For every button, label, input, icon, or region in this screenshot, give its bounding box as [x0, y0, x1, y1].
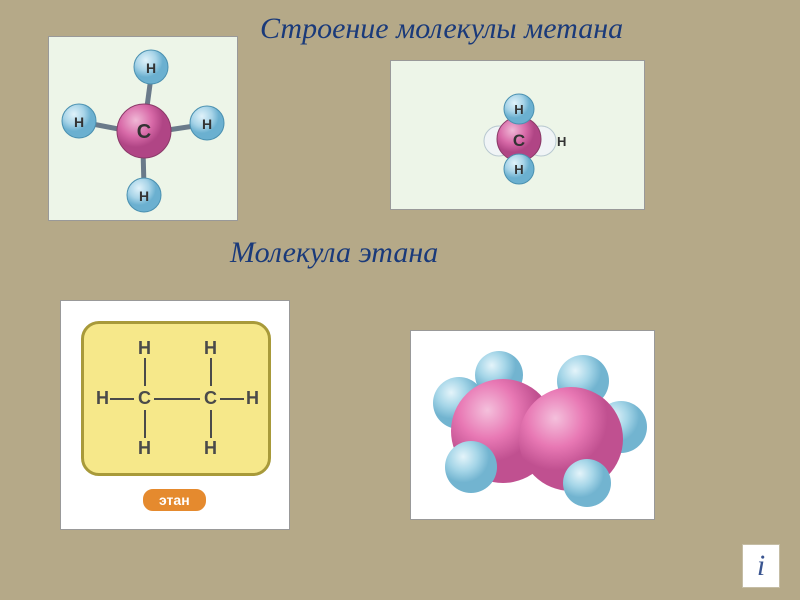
panel-methane-ballstick: C H H H H — [48, 36, 238, 221]
panel-ethane-spacefill — [410, 330, 655, 520]
atom-H: H — [246, 388, 259, 409]
bond-line — [154, 398, 200, 400]
info-button[interactable]: i — [742, 544, 780, 588]
info-icon: i — [757, 549, 765, 583]
page-title-main: Строение молекулы метана — [260, 12, 623, 46]
carbon-label: C — [137, 121, 151, 143]
atom-H: H — [96, 388, 109, 409]
svg-text:H: H — [146, 60, 156, 76]
svg-text:H: H — [74, 114, 84, 130]
ethane-label-pill: этан — [141, 487, 208, 513]
panel-ethane-formula: H H H C C H H H этан — [60, 300, 290, 530]
formula-card: H H H C C H H H — [81, 321, 271, 476]
panel-methane-compact: H C H H — [390, 60, 645, 210]
atom-H: H — [138, 338, 151, 359]
svg-text:H: H — [202, 116, 212, 132]
svg-text:H: H — [514, 162, 523, 177]
ethane-spacefill-svg — [411, 331, 656, 521]
methane-compact-svg: H C H H — [391, 61, 646, 211]
methane-ballstick-svg: C H H H H — [49, 37, 239, 222]
svg-text:C: C — [513, 131, 525, 150]
atom-H: H — [204, 338, 217, 359]
svg-text:H: H — [514, 102, 523, 117]
atom-C: C — [204, 388, 217, 409]
bond-line — [210, 358, 212, 386]
bond-line — [110, 398, 134, 400]
bond-line — [144, 358, 146, 386]
page-title-sub: Молекула этана — [230, 236, 438, 270]
bond-line — [210, 410, 212, 438]
svg-text:H: H — [557, 134, 566, 149]
bond-line — [220, 398, 244, 400]
atom-C: C — [138, 388, 151, 409]
bond-line — [144, 410, 146, 438]
atom-H: H — [204, 438, 217, 459]
svg-text:H: H — [139, 188, 149, 204]
atom-H: H — [138, 438, 151, 459]
